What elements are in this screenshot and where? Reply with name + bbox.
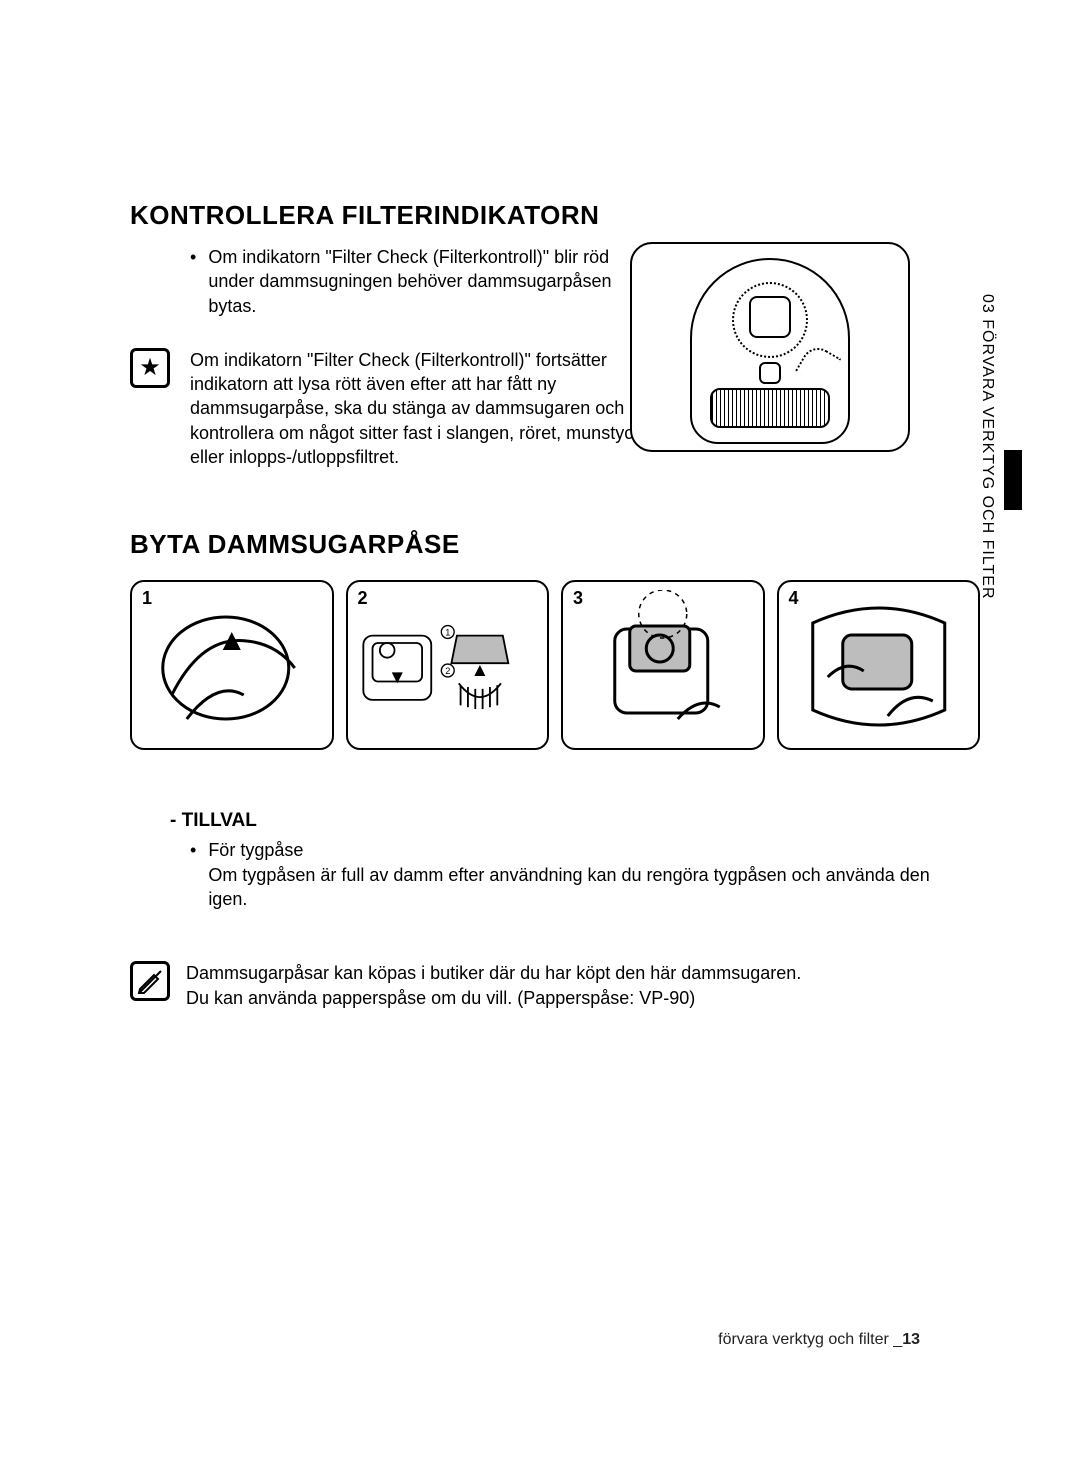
page-footer: förvara verktyg och filter _13 bbox=[718, 1331, 920, 1349]
tillval-heading: - TILLVAL bbox=[170, 810, 980, 832]
step-panel-3: 3 bbox=[561, 580, 765, 750]
bullet-dot: • bbox=[190, 245, 196, 318]
step-row: 1 2 bbox=[130, 580, 980, 750]
step-panel-1: 1 bbox=[130, 580, 334, 750]
note-text: Dammsugarpåsar kan köpas i butiker där d… bbox=[186, 961, 801, 1011]
section1-title: KONTROLLERA FILTERINDIKATORN bbox=[130, 200, 980, 231]
vacuum-top-diagram bbox=[630, 242, 910, 452]
svg-text:2: 2 bbox=[445, 667, 450, 677]
side-tab-marker bbox=[1004, 450, 1022, 510]
section1-bullet-text: Om indikatorn "Filter Check (Filterkontr… bbox=[208, 245, 660, 318]
note-icon bbox=[130, 961, 170, 1001]
note-line1: Dammsugarpåsar kan köpas i butiker där d… bbox=[186, 963, 801, 983]
step-panel-2: 2 1 bbox=[346, 580, 550, 750]
footer-text: förvara verktyg och filter _ bbox=[718, 1331, 902, 1348]
note-line2: Du kan använda papperspåse om du vill. (… bbox=[186, 988, 695, 1008]
section2-title: BYTA DAMMSUGARPÅSE bbox=[130, 529, 980, 560]
section1-callout-text: Om indikatorn "Filter Check (Filterkontr… bbox=[190, 348, 660, 469]
step-panel-4: 4 bbox=[777, 580, 981, 750]
section1-bullet: • Om indikatorn "Filter Check (Filterkon… bbox=[190, 245, 660, 318]
svg-text:1: 1 bbox=[445, 628, 450, 638]
footer-page: 13 bbox=[902, 1331, 920, 1348]
note-row: Dammsugarpåsar kan köpas i butiker där d… bbox=[130, 961, 980, 1011]
star-icon: ★ bbox=[130, 348, 174, 388]
side-tab-label: 03 FÖRVARA VERKTYG OCH FILTER bbox=[978, 290, 996, 600]
tillval-text: För tygpåse Om tygpåsen är full av damm … bbox=[208, 838, 950, 911]
tillval-lead: För tygpåse bbox=[208, 840, 303, 860]
bullet-dot: • bbox=[190, 838, 196, 911]
manual-page: KONTROLLERA FILTERINDIKATORN • Om indika… bbox=[0, 0, 1080, 1072]
tillval-bullet: • För tygpåse Om tygpåsen är full av dam… bbox=[190, 838, 950, 911]
tillval-body: Om tygpåsen är full av damm efter använd… bbox=[208, 865, 929, 909]
side-tab: 03 FÖRVARA VERKTYG OCH FILTER bbox=[978, 290, 1002, 650]
